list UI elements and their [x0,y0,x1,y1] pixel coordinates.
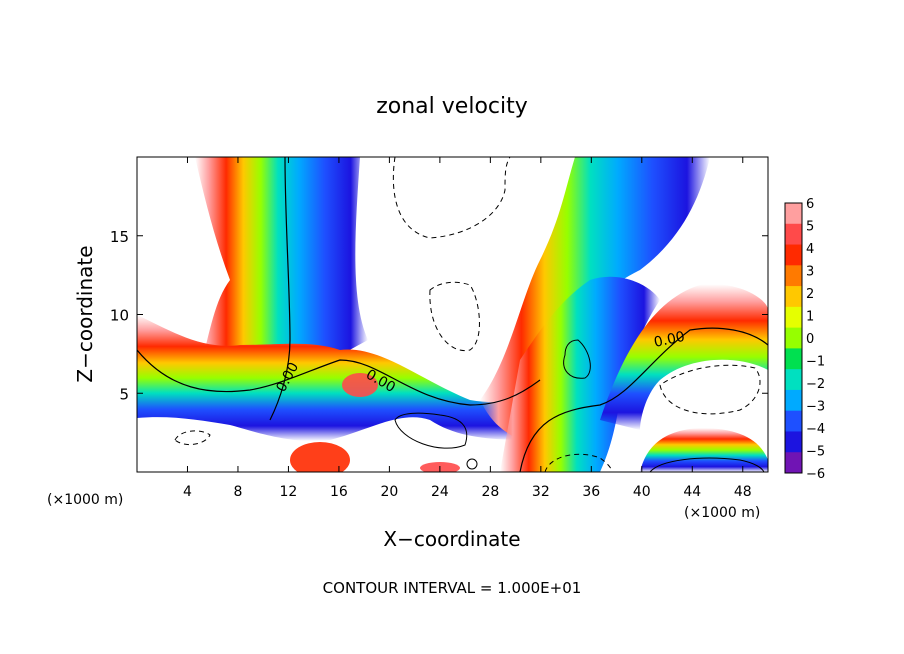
colorbar-frame [784,202,803,474]
contour-pos-2 [563,339,591,379]
blob-1 [290,442,350,472]
x-unit-left: (×1000 m) [47,492,123,508]
contour-neg-1 [392,157,511,239]
x-tick-label: 16 [330,484,348,500]
colorbar: 6 5 4 3 2 1 0 −1 −2 −3 −4 −5 −6 [784,197,825,482]
contour-pos-1 [394,412,468,449]
contour-neg-4 [174,430,211,446]
x-tick-label: 36 [582,484,600,500]
colorbar-tick-label: 5 [806,220,814,235]
colorbar-swatch [785,369,802,391]
chart-title: zonal velocity [376,94,528,119]
contour-neg-3 [659,364,761,415]
colorbar-tick-label: 1 [806,310,814,325]
colorbar-tick-label: −5 [806,445,825,460]
y-tick-label: 15 [110,228,129,246]
x-tick-label: 24 [431,484,449,500]
colorbar-swatch [785,327,802,349]
colorbar-tick-label: 4 [806,242,814,257]
colorbar-swatch [785,223,802,246]
band-right [500,276,660,472]
x-axis: 4 8 12 16 20 24 28 32 36 40 44 48 [183,157,752,500]
x-tick-label: 4 [183,484,192,500]
y-axis-label: Z−coordinate [73,245,97,382]
contour-label-3: 0.00 [653,329,687,351]
colorbar-swatch [785,431,802,453]
x-tick-label: 32 [532,484,550,500]
colorbar-tick-label: −4 [806,422,825,437]
band-lower-left [137,315,540,442]
x-tick-label: 20 [380,484,398,500]
blob-3 [342,373,378,397]
jet-left [195,157,368,400]
x-tick-label: 12 [280,484,298,500]
band-lower-right [640,428,768,472]
x-axis-label: X−coordinate [383,527,520,551]
band-upper-right [600,284,768,430]
velocity-field [137,157,768,472]
colorbar-swatch [785,286,802,308]
colorbar-tick-label: −3 [806,400,825,415]
colorbar-swatch [785,410,802,432]
y-tick-label: 10 [110,307,129,325]
colorbar-swatch [785,306,802,329]
x-tick-label: 44 [683,484,701,500]
y-tick-label: 5 [119,385,129,403]
contour-zero-3 [519,327,768,472]
colorbar-swatch [785,265,802,287]
x-tick-label: 40 [633,484,651,500]
contour-pos-4 [466,458,478,470]
colorbar-swatch [785,452,802,474]
colorbar-tick-label: 3 [806,265,814,280]
colorbar-tick-label: −1 [806,355,825,370]
contour-zero-1 [269,157,291,421]
y-axis: 5 10 15 [110,228,768,403]
x-tick-label: 28 [481,484,499,500]
x-tick-label: 48 [734,484,752,500]
contour-interval-footer: CONTOUR INTERVAL = 1.000E+01 [323,579,582,597]
colorbar-tick-label: 2 [806,287,814,302]
colorbar-tick-label: 6 [806,197,814,212]
colorbar-swatch [785,203,802,225]
x-unit-right: (×1000 m) [684,505,760,521]
x-tick-label: 8 [233,484,242,500]
colorbar-tick-label: −2 [806,377,825,392]
colorbar-tick-label: 0 [806,332,814,347]
colorbar-tick-label: −6 [806,467,825,482]
colorbar-swatch [785,244,802,266]
contour-pos-3 [649,457,765,472]
colorbar-swatch [785,389,802,412]
colorbar-swatch [785,348,802,370]
contour-zero-2 [137,349,541,406]
